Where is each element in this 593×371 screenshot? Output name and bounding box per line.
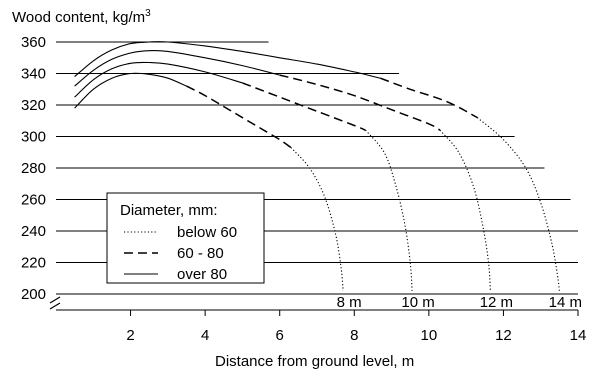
y-tick-label-340: 340 [21,66,46,83]
y-tick-label-360: 360 [21,34,46,51]
y-tick-label-300: 300 [21,129,46,146]
x-tick-label-6: 6 [276,327,284,344]
curve-label-10m: 10 m [401,294,434,311]
curve-10m-dotted [366,130,413,291]
y-tick-label-320: 320 [21,97,46,114]
curve-label-14m: 14 m [549,294,582,311]
curve-14m-dotted [477,118,559,291]
y-tick-labels: 200 220 240 260 280 300 320 340 360 [21,34,46,303]
curve-10m-solid [75,62,243,97]
x-axis-title: Distance from ground level, m [215,353,414,370]
x-tick-label-12: 12 [495,327,512,344]
y-axis-title-text: Wood content, kg/m [12,9,145,26]
x-tick-label-4: 4 [201,327,209,344]
curve-8m-dotted [291,148,343,291]
legend: Diameter, mm: below 60 60 - 80 over 80 [107,193,264,283]
y-tick-label-200: 200 [21,286,46,303]
legend-label-over-80: over 80 [177,266,227,283]
y-tick-label-220: 220 [21,255,46,272]
x-tick-label-10: 10 [421,327,438,344]
y-tick-label-280: 280 [21,160,46,177]
curve-12m-dotted [440,130,490,291]
y-axis-title-superscript: 3 [145,8,151,19]
curve-14m-dashed [380,78,477,117]
curve-8m-solid [75,73,187,108]
legend-label-below-60: below 60 [177,224,237,241]
curve-14m-solid [75,42,381,79]
legend-title: Diameter, mm: [120,202,218,219]
x-tick-label-8: 8 [350,327,358,344]
curve-labels: 8 m 10 m 12 m 14 m [337,294,582,311]
x-tick-labels: 2 4 6 8 10 12 14 [126,310,586,344]
x-tick-label-2: 2 [126,327,134,344]
curve-label-12m: 12 m [480,294,513,311]
axis-break-icon [50,297,60,309]
curve-10m-dashed [242,83,365,130]
legend-label-60-80: 60 - 80 [177,245,224,262]
x-tick-label-14: 14 [570,327,587,344]
curve-label-8m: 8 m [337,294,362,311]
y-tick-label-260: 260 [21,192,46,209]
curve-12m-dashed [280,75,440,130]
y-tick-label-240: 240 [21,223,46,240]
y-axis-title: Wood content, kg/m3 [12,8,151,26]
